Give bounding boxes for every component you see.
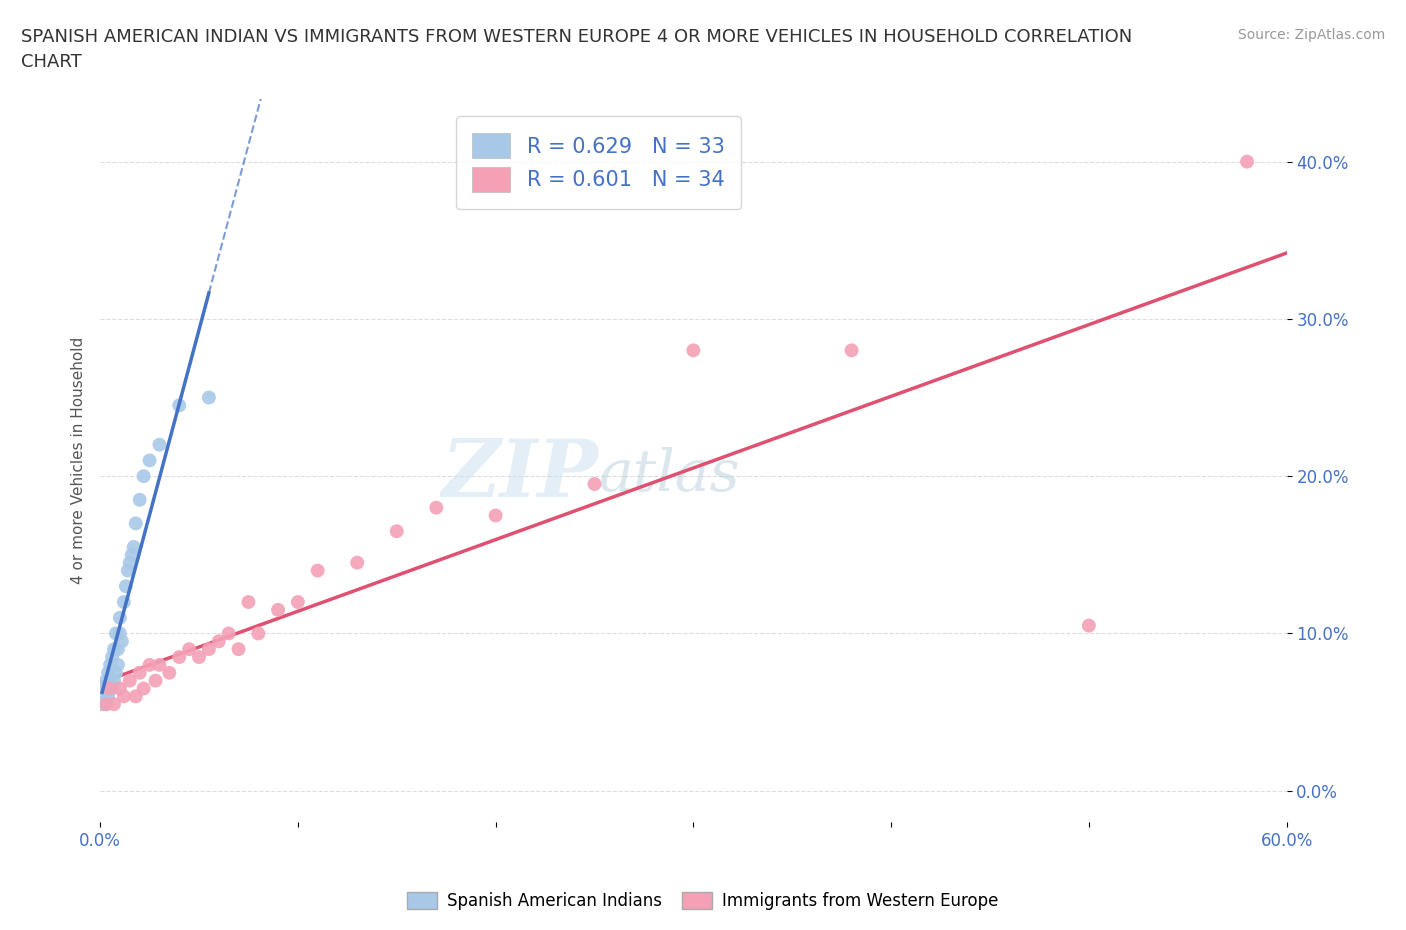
Point bbox=[267, 603, 290, 618]
Point bbox=[287, 594, 309, 609]
Point bbox=[94, 673, 117, 688]
Point bbox=[104, 626, 127, 641]
Point bbox=[132, 469, 155, 484]
Point bbox=[97, 665, 120, 680]
Point bbox=[91, 697, 114, 711]
Point bbox=[1077, 618, 1099, 633]
Point bbox=[118, 555, 141, 570]
Point bbox=[228, 642, 250, 657]
Point bbox=[103, 673, 125, 688]
Point bbox=[198, 390, 221, 405]
Legend: Spanish American Indians, Immigrants from Western Europe: Spanish American Indians, Immigrants fro… bbox=[401, 885, 1005, 917]
Point bbox=[98, 681, 121, 696]
Point bbox=[108, 610, 131, 625]
Point bbox=[122, 539, 145, 554]
Point bbox=[93, 681, 115, 696]
Point bbox=[118, 673, 141, 688]
Point bbox=[103, 642, 125, 657]
Text: ZIP: ZIP bbox=[441, 436, 599, 513]
Point bbox=[114, 578, 136, 593]
Point bbox=[111, 634, 134, 649]
Point bbox=[148, 437, 170, 452]
Y-axis label: 4 or more Vehicles in Household: 4 or more Vehicles in Household bbox=[72, 337, 86, 584]
Point bbox=[112, 594, 135, 609]
Point bbox=[583, 476, 606, 491]
Point bbox=[485, 508, 508, 523]
Point bbox=[107, 658, 129, 672]
Point bbox=[138, 453, 160, 468]
Point bbox=[128, 492, 150, 507]
Point bbox=[108, 681, 131, 696]
Point bbox=[218, 626, 240, 641]
Point bbox=[307, 563, 329, 578]
Point bbox=[145, 673, 167, 688]
Point bbox=[841, 343, 863, 358]
Text: SPANISH AMERICAN INDIAN VS IMMIGRANTS FROM WESTERN EUROPE 4 OR MORE VEHICLES IN : SPANISH AMERICAN INDIAN VS IMMIGRANTS FR… bbox=[21, 28, 1132, 71]
Point bbox=[112, 689, 135, 704]
Point bbox=[98, 658, 121, 672]
Point bbox=[117, 563, 139, 578]
Point bbox=[101, 681, 124, 696]
Point bbox=[125, 689, 148, 704]
Point bbox=[682, 343, 704, 358]
Point bbox=[148, 658, 170, 672]
Point bbox=[138, 658, 160, 672]
Text: Source: ZipAtlas.com: Source: ZipAtlas.com bbox=[1237, 28, 1385, 42]
Point bbox=[128, 665, 150, 680]
Point bbox=[167, 649, 190, 664]
Text: atlas: atlas bbox=[599, 446, 740, 503]
Point bbox=[103, 697, 125, 711]
Point bbox=[247, 626, 270, 641]
Point bbox=[385, 524, 408, 538]
Point bbox=[107, 642, 129, 657]
Point bbox=[132, 681, 155, 696]
Point bbox=[93, 689, 115, 704]
Point bbox=[94, 697, 117, 711]
Point bbox=[167, 398, 190, 413]
Point bbox=[125, 516, 148, 531]
Point bbox=[94, 697, 117, 711]
Point bbox=[157, 665, 180, 680]
Point bbox=[1236, 154, 1258, 169]
Point bbox=[108, 626, 131, 641]
Point bbox=[101, 649, 124, 664]
Point bbox=[121, 548, 143, 563]
Point bbox=[238, 594, 260, 609]
Point bbox=[97, 689, 120, 704]
Point bbox=[208, 634, 231, 649]
Point bbox=[179, 642, 201, 657]
Point bbox=[188, 649, 211, 664]
Point bbox=[346, 555, 368, 570]
Point bbox=[104, 665, 127, 680]
Point bbox=[98, 673, 121, 688]
Point bbox=[198, 642, 221, 657]
Legend: R = 0.629   N = 33, R = 0.601   N = 34: R = 0.629 N = 33, R = 0.601 N = 34 bbox=[456, 116, 741, 209]
Point bbox=[425, 500, 447, 515]
